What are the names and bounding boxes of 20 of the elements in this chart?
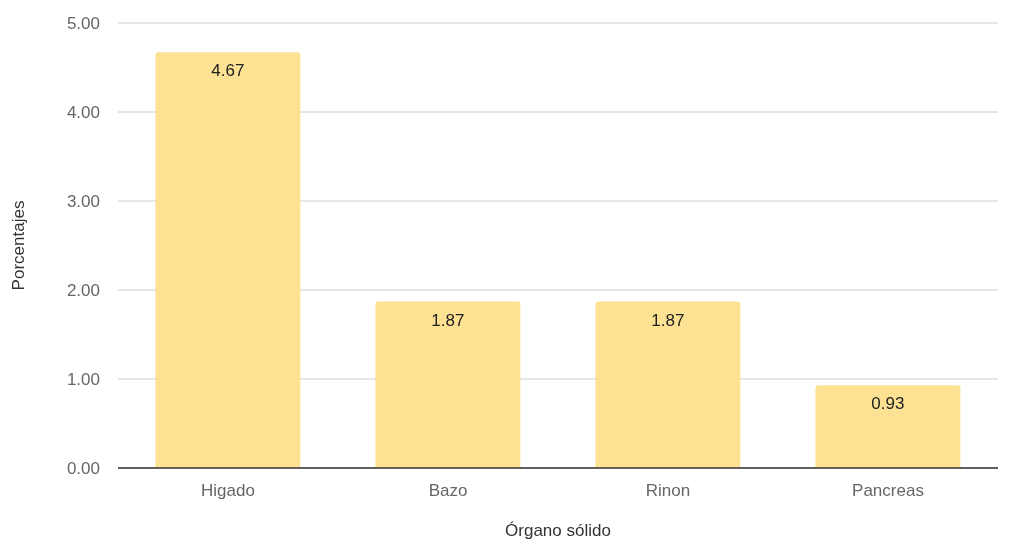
x-tick-label: Bazo — [428, 481, 468, 501]
data-label: 1.87 — [651, 310, 685, 330]
y-tick-label: 5.00 — [66, 14, 100, 34]
y-tick-label: 2.00 — [66, 281, 100, 301]
data-label: 4.67 — [211, 61, 245, 81]
bar — [155, 52, 301, 468]
data-label: 0.93 — [871, 394, 905, 414]
y-tick-label: 1.00 — [66, 370, 100, 390]
x-axis-title: Órgano sólido — [505, 521, 611, 540]
bar — [815, 385, 961, 468]
x-tick-label: Rinon — [645, 481, 691, 501]
bar — [595, 301, 741, 468]
y-axis-title: Porcentajes — [9, 200, 29, 291]
x-tick-label: Higado — [201, 481, 255, 501]
data-label: 1.87 — [431, 310, 465, 330]
y-tick-label: 0.00 — [66, 459, 100, 479]
bar — [375, 301, 521, 468]
y-tick-label: 3.00 — [66, 192, 100, 212]
y-tick-label: 4.00 — [66, 103, 100, 123]
x-tick-label: Pancreas — [852, 481, 924, 501]
